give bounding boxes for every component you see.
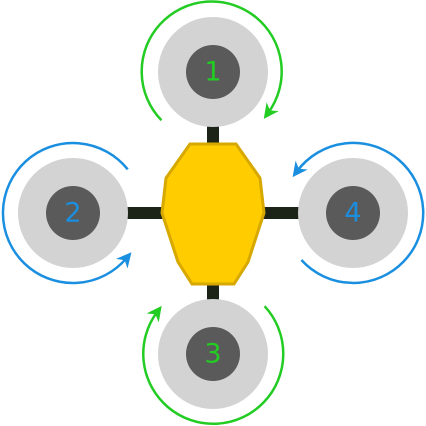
motor-1: 1: [140, 0, 283, 127]
rotation-arrow-cw-icon: [140, 0, 283, 122]
motor-2: 2: [1, 141, 132, 285]
motor-hub: [186, 45, 240, 99]
motor-hub: [46, 186, 100, 240]
motor-4: 4: [292, 141, 425, 285]
motor-3-label: 3: [204, 339, 221, 370]
motor-hub: [326, 186, 380, 240]
motor-3: 3: [142, 299, 285, 425]
motor-2-label: 2: [64, 198, 81, 229]
motor-4-label: 4: [344, 198, 361, 229]
motor-1-label: 1: [204, 57, 221, 88]
motor-hub: [186, 327, 240, 381]
body-hexagon: [160, 142, 266, 286]
central-body: [160, 142, 266, 286]
rotation-arrow-cw-icon: [142, 305, 285, 425]
rotation-arrow-ccw-icon: [292, 141, 425, 285]
rotation-arrow-ccw-icon: [1, 141, 132, 285]
